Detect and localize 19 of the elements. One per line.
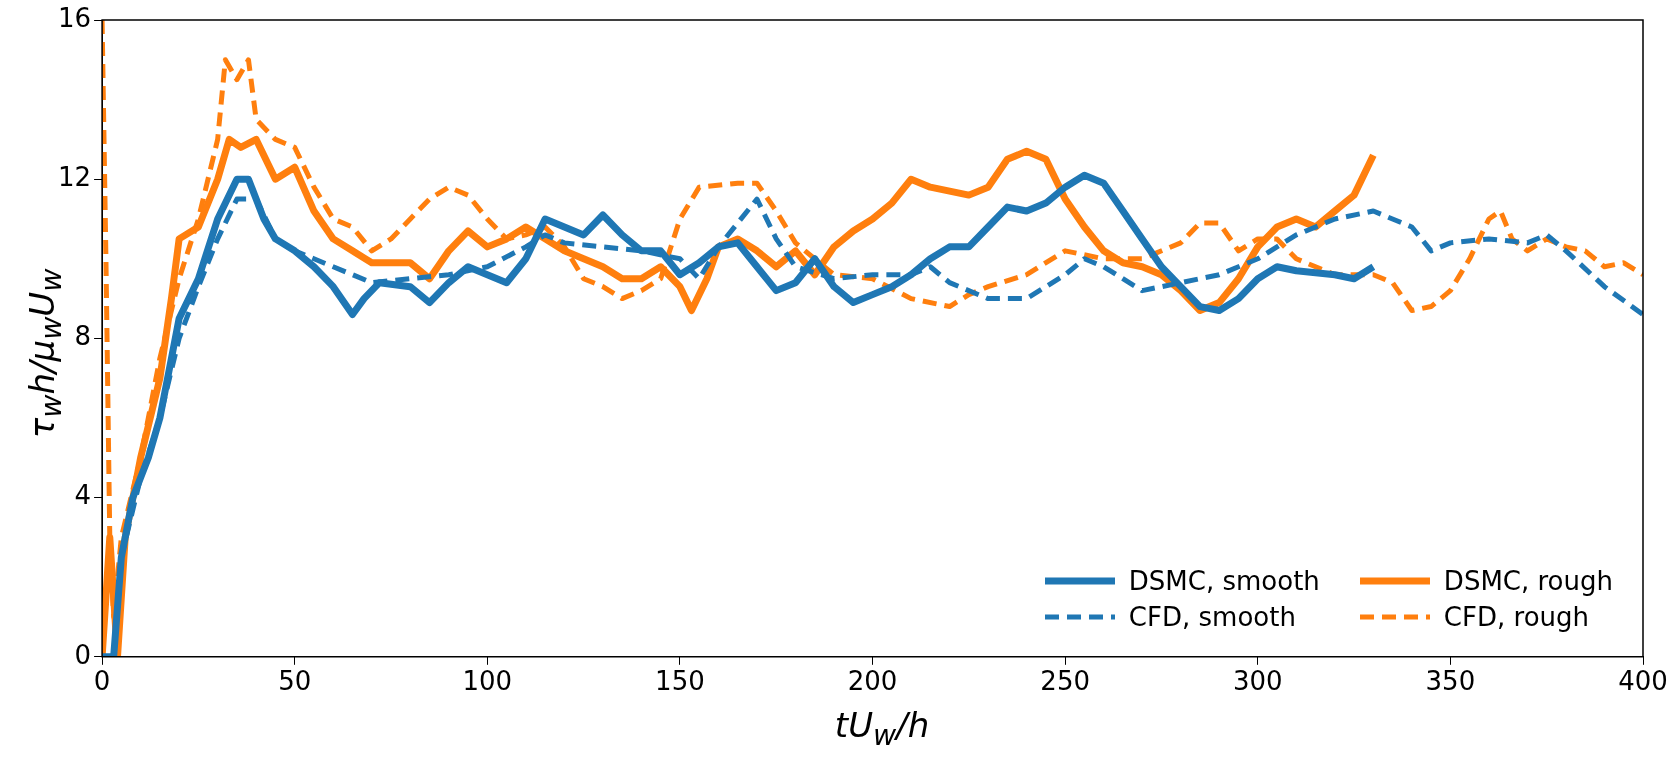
x-tick-label: 150 (655, 666, 705, 697)
x-tick-label: 400 (1618, 666, 1668, 697)
legend-label: DSMC, rough (1443, 566, 1613, 596)
x-axis-title: tU$_{w}$/h (833, 705, 931, 752)
legend-label: CFD, smooth (1128, 602, 1296, 632)
x-tick-label: 100 (462, 666, 513, 697)
x-tick-label: 200 (847, 666, 898, 697)
y-tick-label: 0 (74, 639, 92, 670)
y-tick-label: 4 (74, 480, 92, 511)
legend-label: DSMC, smooth (1128, 566, 1320, 596)
y-tick-label: 16 (57, 2, 92, 33)
x-tick-label: 300 (1232, 666, 1283, 697)
y-tick-label: 12 (57, 161, 92, 192)
x-tick-label: 350 (1425, 666, 1476, 697)
legend-label: CFD, rough (1443, 602, 1590, 632)
y-tick-label: 8 (74, 321, 92, 352)
x-tick-label: 50 (278, 666, 312, 697)
x-tick-label: 0 (93, 666, 111, 697)
x-tick-label: 250 (1040, 666, 1090, 697)
